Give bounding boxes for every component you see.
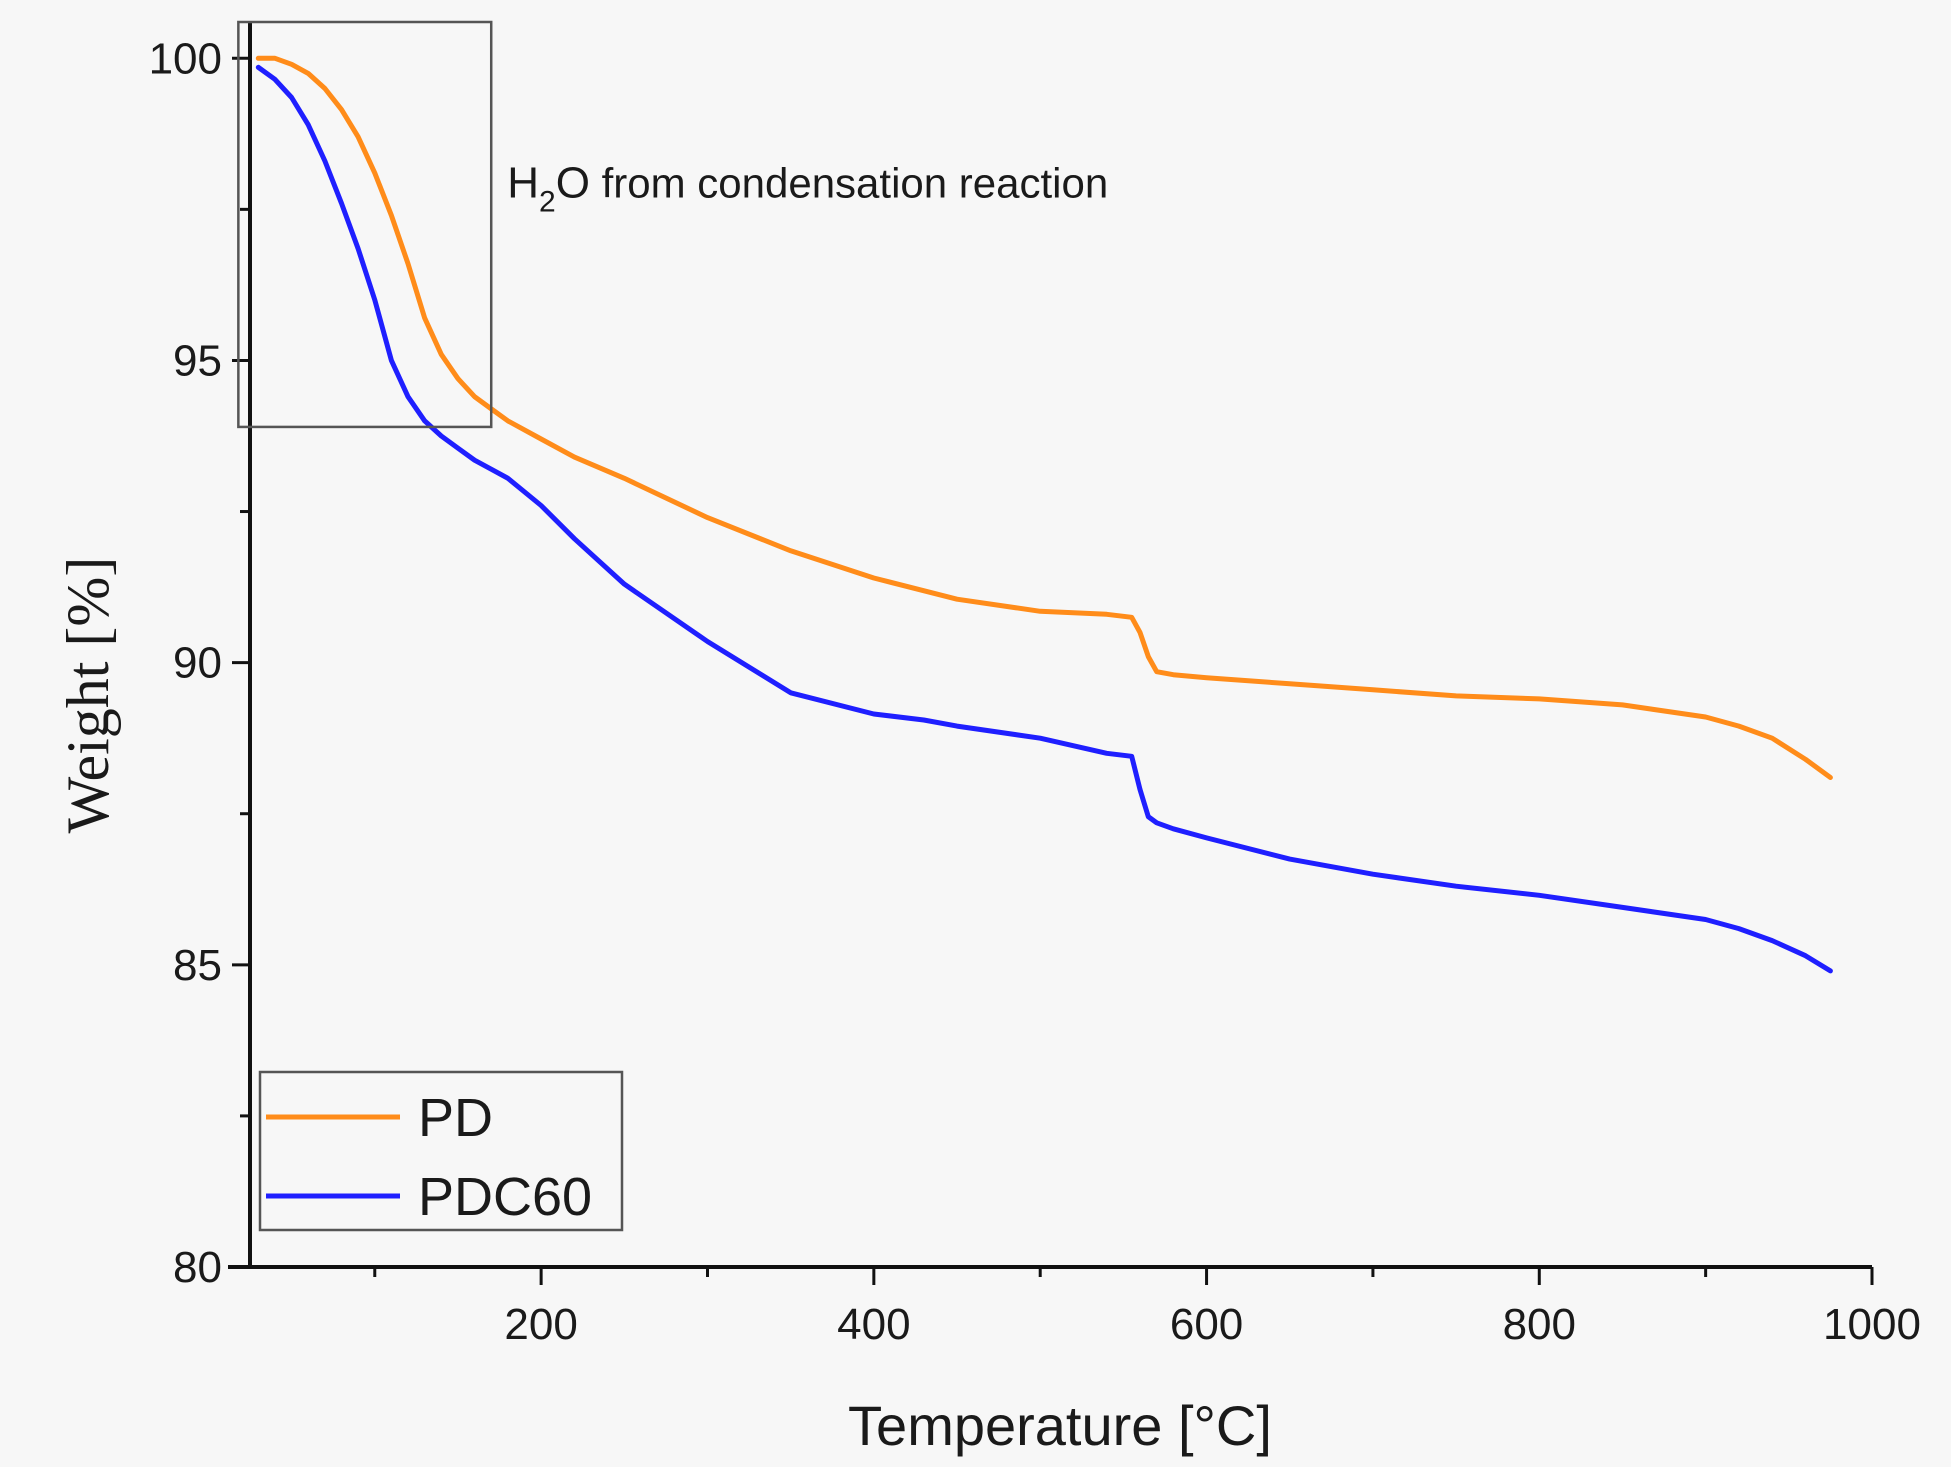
- annotation-text: H2O from condensation reaction: [507, 158, 1108, 218]
- annotation-box: [237, 20, 493, 429]
- legend-frame: [258, 1070, 624, 1232]
- y-axis-title: Weight [%]: [55, 557, 121, 834]
- annotation-o: O: [556, 158, 590, 207]
- annotation-suffix: from condensation reaction: [590, 159, 1108, 206]
- legend-label-pdc60: PDC60: [418, 1167, 592, 1227]
- series-line-pd: [255, 55, 1833, 780]
- series-group: [255, 55, 1833, 974]
- y-tick-label: 100: [149, 34, 222, 83]
- y-tick-label: 95: [173, 336, 222, 385]
- annotation-subscript: 2: [539, 185, 556, 218]
- x-tick-label: 200: [504, 1300, 577, 1349]
- x-tick-label: 400: [837, 1300, 910, 1349]
- x-tick-label: 600: [1170, 1300, 1243, 1349]
- annotation-h: H: [507, 158, 539, 207]
- y-tick-label: 80: [173, 1243, 222, 1292]
- tick-labels: 200 400 600 800 1000 80 85 90 95 100: [149, 34, 1921, 1349]
- legend-label-pd: PD: [418, 1088, 493, 1148]
- y-tick-label: 85: [173, 941, 222, 990]
- series-line-pdc60: [255, 64, 1833, 974]
- legend: PD PDC60: [258, 1070, 624, 1232]
- x-tick-label: 800: [1503, 1300, 1576, 1349]
- x-axis-title: Temperature [°C]: [848, 1394, 1272, 1457]
- x-tick-label: 1000: [1823, 1300, 1921, 1349]
- y-tick-label: 90: [173, 639, 222, 688]
